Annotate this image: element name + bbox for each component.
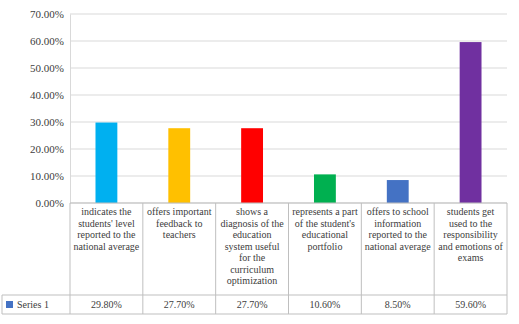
grid-line <box>70 14 507 15</box>
category-label: students getused to theresponsibilityand… <box>438 206 503 263</box>
tick-label: 50.00% <box>30 62 64 74</box>
table-border <box>288 203 289 314</box>
grid-line <box>70 68 507 69</box>
table-border <box>215 203 216 314</box>
grid <box>70 14 507 203</box>
tick-label: 40.00% <box>30 89 64 101</box>
bar <box>460 42 482 203</box>
table-border <box>2 314 507 315</box>
table-border <box>2 295 3 314</box>
table-border <box>2 295 507 296</box>
category-label: offers importantfeedback toteachers <box>147 206 212 240</box>
data-label: 8.50% <box>385 299 411 310</box>
data-table: indicates thestudents' levelreported to … <box>2 203 507 314</box>
bar <box>95 123 117 203</box>
legend-key <box>6 301 13 308</box>
tick-label: 20.00% <box>30 143 64 155</box>
data-label: 29.80% <box>91 299 122 310</box>
tick-label: 10.00% <box>30 170 64 182</box>
category-label: indicates thestudents' levelreported to … <box>74 206 140 252</box>
grid-line <box>70 41 507 42</box>
grid-line <box>70 149 507 150</box>
data-label: 27.70% <box>164 299 195 310</box>
tick: 20.00% <box>30 143 70 155</box>
grid-line <box>70 95 507 96</box>
y-axis: 0.00% 10.00% 20.00% 30.00% 40.00% 50.00% 60.00… <box>30 8 70 209</box>
table-border <box>361 203 362 314</box>
tick-label: 0.00% <box>36 197 64 209</box>
bar <box>314 174 336 203</box>
bar <box>387 180 409 203</box>
grid-line <box>70 122 507 123</box>
tick: 70.00% <box>30 8 70 20</box>
tick: 60.00% <box>30 35 70 47</box>
tick: 40.00% <box>30 89 70 101</box>
category-label: represents a partof the student'seducati… <box>292 206 358 252</box>
bars <box>95 42 481 203</box>
grid-line <box>70 176 507 177</box>
table-border <box>70 203 71 314</box>
table-border <box>507 203 508 314</box>
category-label: offers to schoolinformationreported to t… <box>365 206 431 252</box>
y-axis-line <box>70 15 71 204</box>
tick-label: 30.00% <box>30 116 64 128</box>
data-label: 27.70% <box>237 299 268 310</box>
data-label: 59.60% <box>455 299 486 310</box>
data-label: 10.60% <box>309 299 340 310</box>
bar <box>168 128 190 203</box>
tick: 30.00% <box>30 116 70 128</box>
tick-label: 60.00% <box>30 35 64 47</box>
category-label: shows adiagnosis of theeducationsystem u… <box>220 206 284 286</box>
legend-label: Series 1 <box>17 299 49 310</box>
table-border <box>434 203 435 314</box>
chart: 0.00% 10.00% 20.00% 30.00% 40.00% 50.00% 60.00… <box>0 0 519 324</box>
tick: 0.00% <box>36 197 70 209</box>
tick: 50.00% <box>30 62 70 74</box>
tick-label: 70.00% <box>30 8 64 20</box>
tick: 10.00% <box>30 170 70 182</box>
table-border <box>142 203 143 314</box>
bar <box>241 128 263 203</box>
